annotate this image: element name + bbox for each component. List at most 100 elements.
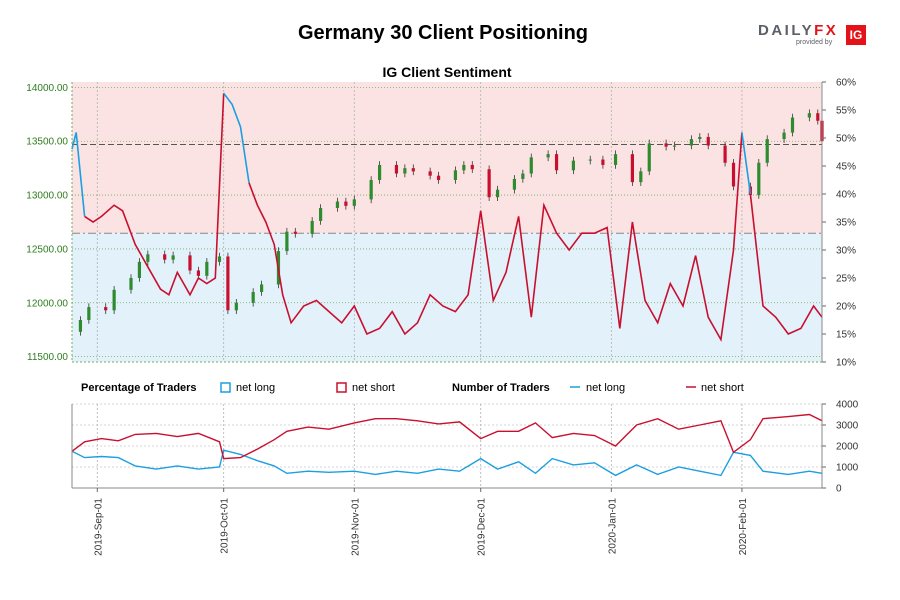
legend-net-short-box (336, 382, 347, 393)
candle-body (87, 307, 91, 320)
price-tick-label: 13000.00 (26, 191, 68, 202)
traders-tick-label: 4000 (836, 400, 859, 411)
traders-tick-label: 3000 (836, 421, 859, 432)
price-tick-label: 11500.00 (27, 352, 68, 363)
sentiment-zones (72, 82, 822, 362)
price-tick-label: 14000.00 (26, 83, 68, 94)
traders-net-long-line (71, 449, 823, 477)
candle-body (546, 154, 550, 158)
candle-body (731, 162, 736, 187)
candle-body (205, 261, 209, 276)
percent-tick-label: 50% (836, 134, 856, 145)
candle-body (765, 139, 769, 163)
candle-body (601, 159, 605, 165)
candle-body (260, 284, 264, 292)
date-tick-label: 2019-Nov-01 (350, 498, 361, 556)
logo-wordmark: DAILYFX (758, 22, 838, 39)
candle-body (129, 278, 133, 290)
candle-body (104, 307, 108, 311)
candle-body (639, 171, 643, 183)
candle-body (470, 164, 474, 170)
candle-body (188, 255, 192, 271)
date-tick-label: 2020-Jan-01 (607, 498, 618, 555)
date-tick-label: 2020-Feb-01 (738, 498, 749, 556)
candle-body (403, 168, 407, 174)
percent-tick-label: 20% (836, 302, 856, 313)
logo-brand-left: DAILY (758, 22, 815, 39)
legend-count-net-short-label: net short (701, 382, 744, 394)
candle-body (196, 270, 201, 276)
candle-body (310, 220, 314, 234)
legend-net-short-label: net short (352, 382, 395, 394)
traders-tick-label: 1000 (836, 463, 859, 474)
sentiment-lines (71, 92, 823, 343)
candle-body (171, 255, 175, 260)
candle-body (757, 162, 761, 196)
candle-body (112, 289, 116, 311)
candle-body (285, 231, 289, 252)
logo-brand-right: FX (814, 22, 839, 39)
percent-tick-label: 15% (836, 330, 856, 341)
price-tick-label: 12500.00 (26, 244, 68, 255)
candle-body (487, 169, 491, 198)
legend-percentage-title: Percentage of Traders (81, 382, 197, 394)
price-tick-label: 13500.00 (26, 137, 68, 148)
candle-body (344, 201, 348, 206)
traders-axes: 0 1000 2000 3000 4000 (71, 400, 859, 495)
candle-body (816, 113, 820, 121)
candle-body (217, 256, 222, 262)
candle-body (436, 175, 441, 180)
candle-body (453, 170, 458, 180)
candle-body (689, 139, 693, 146)
candle-body (78, 320, 83, 332)
percent-tick-label: 35% (836, 218, 856, 229)
traders-tick-label: 2000 (836, 442, 859, 453)
sentiment-line-segment (84, 93, 225, 297)
legend: Percentage of Traders net long net short Nu… (81, 382, 744, 394)
candle-body (234, 302, 238, 311)
candle-body (664, 143, 668, 147)
legend-count-net-long-label: net long (586, 382, 625, 394)
candle-body (293, 231, 297, 234)
traders-net-short-line (71, 413, 823, 460)
candle-body (137, 261, 142, 278)
candle-body (521, 173, 525, 179)
percent-tick-label: 40% (836, 190, 856, 201)
candle-body (790, 117, 795, 133)
candle-body (251, 292, 255, 303)
candle-body (698, 136, 702, 140)
candle-body (495, 189, 500, 198)
candle-body (146, 254, 150, 262)
candle-body (352, 199, 356, 206)
net-short-zone (72, 82, 822, 234)
candle-body (630, 154, 634, 183)
sentiment-line-segment (749, 193, 823, 335)
candle-body (462, 164, 466, 171)
candle-body (782, 132, 786, 140)
percent-tick-label: 60% (836, 78, 856, 89)
traders-lines (71, 413, 823, 477)
candle-body (571, 160, 576, 171)
main-gridlines (72, 82, 822, 362)
percent-tick-label: 55% (836, 106, 856, 117)
traders-gridlines (72, 403, 822, 489)
candle-body (723, 145, 727, 163)
candle-body (554, 154, 559, 171)
traders-tick-label: 0 (836, 484, 842, 495)
candle-body (394, 164, 399, 174)
percent-tick-label: 10% (836, 358, 856, 369)
date-tick-label: 2019-Oct-01 (220, 498, 231, 554)
candle-body (672, 145, 677, 147)
candle-body (369, 180, 373, 200)
date-axis: 2019-Sep-01 2019-Oct-01 2019-Nov-01 2019-De… (93, 488, 749, 556)
candle-body (706, 136, 710, 146)
candle-body (807, 113, 811, 118)
chart-subtitle: IG Client Sentiment (382, 64, 512, 80)
ig-logo-icon: IG (846, 25, 866, 45)
candle-body (647, 143, 651, 172)
candle-body (411, 168, 415, 172)
dailyfx-logo: DAILYFX provided by IG (756, 22, 868, 50)
candle-body (588, 159, 592, 161)
legend-net-long-box (220, 382, 231, 393)
